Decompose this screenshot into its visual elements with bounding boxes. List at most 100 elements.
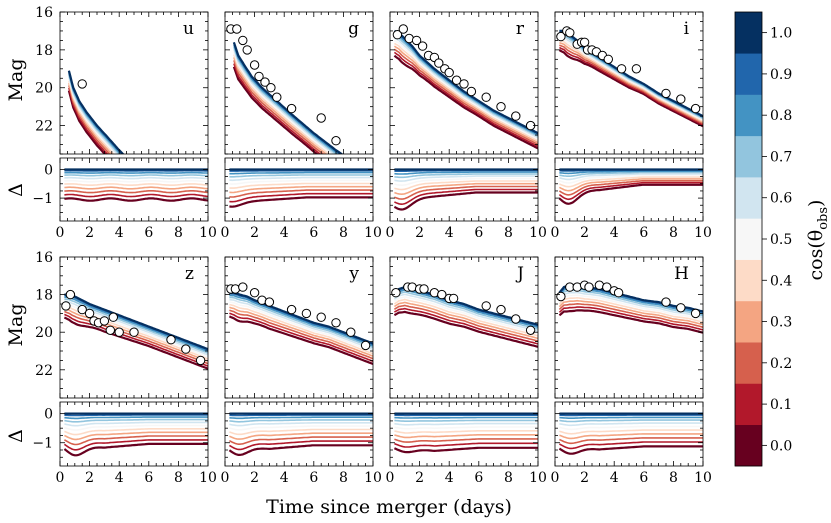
data-point [676, 94, 686, 104]
x-tick-label: 10 [694, 225, 712, 241]
delta-tick-label: −1 [32, 436, 53, 452]
data-point [511, 314, 521, 324]
mag-tick-label: 22 [35, 119, 53, 135]
x-tick-label: 6 [639, 470, 648, 486]
panel-H: H 0 2 4 6 8 10 [551, 256, 712, 486]
x-tick-label: 10 [199, 225, 217, 241]
mag-curve-cos-0.1 [68, 87, 109, 154]
colorbar-segment-0.7 [735, 135, 762, 178]
mag-curve-cos-0.6 [68, 76, 119, 154]
data-point [690, 308, 701, 319]
x-tick-label: 10 [529, 225, 547, 241]
data-point [690, 103, 701, 114]
x-tick-label: 2 [85, 470, 94, 486]
data-point [631, 64, 642, 74]
colorbar-label-sub: obs [816, 207, 831, 230]
data-point [316, 113, 326, 123]
x-tick-label: 6 [144, 470, 153, 486]
mag-curve-cos-0.7 [394, 35, 538, 137]
data-point [249, 288, 260, 298]
colorbar-segment-0.1 [735, 383, 762, 426]
colorbar-segment-0.4 [735, 259, 762, 302]
delta-curve-cos-0.6 [64, 176, 208, 180]
colorbar-tick-label: 0.0 [770, 438, 792, 454]
mag-curve-cos-0.0 [232, 66, 319, 154]
y-axis-label-delta-top: Δ [5, 183, 27, 197]
mag-curve-cos-0.6 [229, 298, 373, 351]
delta-curve-cos-0.3 [558, 178, 703, 192]
ticks [224, 256, 374, 466]
mag-tick-label: 16 [35, 250, 53, 266]
data-point [676, 303, 686, 313]
x-tick-label: 0 [56, 225, 65, 241]
data-point [451, 75, 462, 85]
data-points [226, 282, 371, 351]
data-points [61, 289, 206, 366]
delta-curve-cos-0.0 [393, 191, 538, 211]
colorbar-segment-0.8 [735, 94, 762, 137]
mag-curve-cos-0.4 [393, 42, 538, 142]
band-label: g [348, 19, 359, 39]
band-label: z [185, 264, 194, 284]
x-tick-label: 2 [580, 225, 589, 241]
delta-curve-cos-0.3 [64, 431, 208, 441]
mag-curve-cos-0.0 [393, 54, 538, 150]
delta-curve-cos-0.3 [229, 432, 373, 440]
mag-curve-cos-0.8 [394, 33, 538, 136]
colorbar-tick-label: 0.5 [770, 232, 792, 248]
data-points [392, 24, 536, 131]
data-point [242, 45, 252, 55]
data-point [249, 60, 260, 70]
band-label: u [183, 19, 194, 39]
data-point [459, 79, 469, 89]
mag-curve-cos-0.3 [559, 42, 703, 124]
mag-curve-cos-0.1 [229, 312, 373, 363]
x-tick-label: 4 [610, 470, 619, 486]
colorbar-tick-label: 0.2 [770, 356, 792, 372]
delta-curve-cos-0.1 [558, 181, 703, 201]
delta-curve-cos-0.0 [558, 445, 703, 455]
mag-curve-cos-0.0 [558, 49, 703, 128]
axis-labels: Time since merger (days) Mag Δ Mag Δ [5, 59, 512, 518]
colorbar-frame [734, 11, 763, 467]
data-point [481, 92, 491, 102]
colorbar-segment-0.0 [735, 424, 762, 467]
data-point [77, 79, 87, 89]
panel-y: y 0 2 4 6 8 10 [221, 256, 382, 486]
x-tick-label: 0 [56, 470, 65, 486]
delta-tick-label: 0 [44, 407, 53, 423]
mag-curve-cos-0.2 [393, 48, 538, 146]
delta-curve-cos-0.7 [64, 174, 208, 177]
panel-J: J 0 2 4 6 8 10 [386, 256, 547, 486]
panel-z: z 16 18 20 22 0 −1 0 2 4 6 8 10 [32, 250, 217, 486]
data-point [346, 327, 356, 337]
band-label: y [348, 264, 359, 284]
delta-curve-cos-0.6 [229, 176, 373, 182]
delta-curve-cos-0.4 [64, 183, 208, 186]
mag-curve-cos-0.0 [393, 310, 538, 348]
colorbar-tick-label: 0.8 [770, 108, 792, 124]
mag-curve-cos-0.1 [233, 63, 322, 154]
delta-curve-cos-0.0 [64, 197, 208, 202]
delta-curves [558, 168, 703, 205]
data-point [331, 318, 341, 328]
colorbar-tick-label: 0.7 [770, 149, 792, 165]
mag-curve-cos-0.5 [393, 39, 538, 140]
data-point [129, 327, 139, 337]
mag-curve-cos-0.5 [233, 51, 333, 154]
data-point [584, 282, 594, 292]
mag-curve-cos-0.4 [68, 80, 115, 154]
data-points [77, 79, 87, 89]
mag-curve-cos-0.3 [393, 45, 538, 144]
data-point [602, 282, 612, 292]
delta-curve-cos-0.2 [229, 436, 373, 446]
x-tick-label: 6 [639, 225, 648, 241]
band-label: i [684, 19, 690, 39]
colorbar-tick-label: 0.4 [770, 273, 792, 289]
delta-curve-cos-0.5 [394, 177, 538, 187]
x-tick-label: 8 [339, 470, 348, 486]
x-tick-label: 2 [250, 470, 259, 486]
delta-curves [64, 168, 208, 202]
mag-curve-cos-0.0 [558, 309, 703, 334]
